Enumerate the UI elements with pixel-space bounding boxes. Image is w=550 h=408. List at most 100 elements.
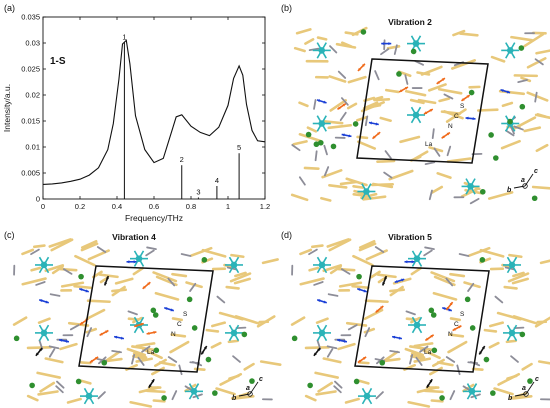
vibration-arrowhead (425, 337, 429, 341)
vibration-arrowhead (458, 325, 462, 329)
framework-rod (304, 394, 317, 402)
vibration-arrowhead (164, 307, 168, 311)
vibration-arrowhead (446, 306, 450, 310)
framework-rod (357, 361, 370, 365)
vibration-arrowhead (380, 305, 384, 309)
framework-rod (292, 140, 308, 146)
framework-rod (219, 372, 243, 386)
framework-rod (171, 317, 183, 322)
vibration-arrowhead (381, 42, 385, 46)
vibration-arrowhead (436, 80, 440, 84)
vibration-arrowhead (317, 347, 321, 352)
framework-rod (409, 98, 425, 105)
nitrogen-bond (428, 189, 433, 201)
y-tick-label: 0.01 (25, 143, 40, 152)
nitrogen-bond (127, 310, 138, 316)
vibration-arrowhead (99, 332, 103, 336)
framework-rod (339, 180, 358, 186)
nitrogen-bond (192, 393, 203, 399)
framework-rod (376, 159, 396, 164)
framework-rod (337, 267, 356, 272)
nitrogen-bond (313, 281, 324, 286)
vibration-arrowhead (342, 103, 346, 107)
framework-rod (385, 88, 400, 94)
framework-rod (171, 272, 188, 278)
chlorine-atom (161, 395, 167, 401)
chlorine-atom (428, 307, 435, 314)
framework-rod (471, 367, 484, 371)
framework-rod (66, 397, 82, 404)
vibration-arrowhead (146, 331, 150, 335)
nitrogen-bond (380, 48, 390, 56)
nitrogen-bond (167, 277, 176, 287)
nitrogen-bond (505, 129, 515, 137)
framework-rod (352, 185, 365, 189)
nitrogen-bond (313, 99, 317, 110)
nitrogen-bond (494, 295, 504, 304)
vibration-arrowhead (429, 109, 433, 112)
vibration-arrowhead (114, 335, 118, 339)
lanthanum-atom (318, 329, 326, 337)
framework-rod (21, 277, 47, 286)
lanthanum-atom (412, 40, 420, 47)
nitrogen-bond (337, 70, 347, 79)
framework-rod (370, 270, 381, 279)
x-tick-label: 0.6 (149, 202, 159, 211)
framework-rod (315, 317, 329, 324)
framework-rod (328, 238, 352, 252)
framework-rod (59, 342, 78, 351)
chlorine-atom (291, 335, 298, 342)
chlorine-atom (479, 257, 486, 263)
y-tick-label: 0.005 (21, 169, 40, 178)
nitrogen-bond (141, 345, 151, 353)
framework-rod (135, 357, 153, 363)
framework-rod (356, 140, 377, 150)
framework-rod (322, 264, 343, 273)
framework-rod (98, 273, 119, 279)
chlorine-atom (241, 331, 248, 338)
chlorine-atom (396, 71, 402, 77)
framework-rod (26, 345, 52, 350)
framework-rod (329, 265, 342, 275)
chlorine-atom (150, 307, 157, 314)
stick-label-1: 1 (122, 32, 126, 41)
framework-rod (416, 71, 431, 76)
framework-rod (151, 366, 165, 376)
y-axis-label: Intensity/a.u. (2, 84, 12, 132)
vibration-arrowhead (337, 338, 341, 342)
nitrogen-bond (189, 282, 197, 292)
nitrogen-bond (62, 268, 73, 275)
stick-label-3: 3 (196, 187, 200, 196)
vibration-arrowhead (343, 339, 347, 343)
framework-rod (36, 371, 61, 379)
nitrogen-bond (449, 390, 456, 401)
framework-rod (344, 397, 360, 404)
crystal-structure-c (12, 238, 282, 408)
framework-rod (417, 98, 437, 105)
framework-rod (449, 272, 466, 278)
nitrogen-bond (517, 79, 528, 84)
nitrogen-bond (48, 345, 60, 350)
chlorine-atom (13, 335, 20, 342)
vibration-arrowhead (148, 384, 152, 388)
nitrogen-bond (145, 249, 155, 257)
nitrogen-bond (333, 385, 342, 394)
framework-rod (85, 327, 98, 334)
framework-rod (225, 285, 240, 290)
vibration-arrowhead (357, 359, 362, 363)
nitrogen-bond (513, 125, 524, 131)
nitrogen-bond (48, 348, 56, 358)
framework-rod (413, 150, 429, 161)
nitrogen-bond (232, 355, 241, 363)
vibration-arrowhead (375, 309, 379, 313)
vibration-arrowhead (382, 282, 386, 286)
vibration-arrowhead (357, 67, 362, 71)
framework-rod (73, 284, 92, 290)
framework-rod (413, 357, 431, 363)
vibration-arrowhead (337, 106, 341, 110)
framework-rod (290, 316, 306, 326)
atom-label-S-b: S (460, 103, 465, 110)
framework-rod (317, 381, 334, 393)
nitrogen-bond (470, 393, 481, 399)
framework-rod (438, 97, 451, 103)
